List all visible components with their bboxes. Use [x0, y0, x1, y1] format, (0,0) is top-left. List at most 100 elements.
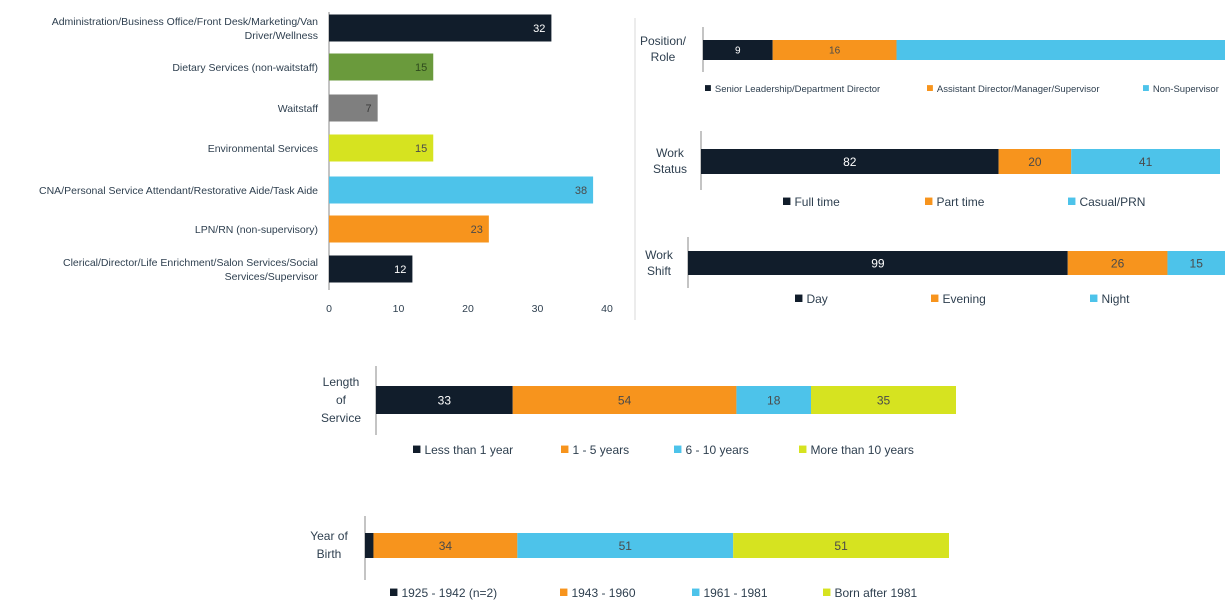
category-label: Position/ — [640, 34, 687, 48]
legend-swatch — [674, 445, 682, 453]
x-tick-label: 40 — [601, 303, 613, 315]
stacked-segment — [1071, 149, 1220, 174]
stacked-segment — [998, 149, 1072, 174]
data-label: 38 — [575, 185, 587, 197]
bar — [329, 176, 594, 204]
category-label: Shift — [647, 264, 672, 278]
category-label: of — [336, 393, 347, 407]
bar — [329, 215, 489, 243]
category-label: Clerical/Director/Life Enrichment/Salon … — [63, 257, 318, 269]
category-label: Service — [321, 411, 361, 425]
segment-label: 26 — [1111, 256, 1125, 270]
category-label: Length — [323, 375, 360, 389]
legend-label: 6 - 10 years — [685, 443, 748, 457]
legend-swatch — [1143, 85, 1149, 91]
legend-swatch — [705, 85, 711, 91]
legend-label: 1925 - 1942 (n=2) — [401, 586, 497, 600]
length-of-service-chart: 33 54 18 35 Length of Service Less than 1 year 1… — [321, 366, 956, 457]
stacked-segment — [1067, 251, 1168, 275]
legend-label: 1961 - 1981 — [703, 586, 767, 600]
segment-label: 20 — [1028, 155, 1042, 169]
segment-label: 51 — [619, 539, 633, 553]
stacked-segment — [733, 533, 949, 558]
legend-label: Assistant Director/Manager/Supervisor — [937, 84, 1100, 95]
category-label: LPN/RN (non-supervisory) — [195, 224, 318, 236]
legend-swatch — [560, 588, 568, 596]
legend-swatch — [927, 85, 933, 91]
category-label: Dietary Services (non-waitstaff) — [172, 62, 318, 74]
category-label: Work — [645, 248, 674, 262]
legend-label: Part time — [936, 195, 984, 209]
category-label: Administration/Business Office/Front Des… — [52, 16, 318, 28]
legend-swatch — [931, 294, 939, 302]
legend-label: Senior Leadership/Department Director — [715, 84, 880, 95]
x-tick-label: 20 — [462, 303, 474, 315]
legend-swatch — [692, 588, 700, 596]
legend-swatch — [1090, 294, 1098, 302]
legend-swatch — [413, 445, 421, 453]
category-label: Status — [653, 162, 687, 176]
x-tick-label: 30 — [532, 303, 544, 315]
bar — [329, 53, 434, 81]
segment-label: 51 — [834, 539, 848, 553]
segment-label: 9 — [735, 46, 741, 57]
legend-swatch — [783, 197, 791, 205]
stacked-segment — [701, 149, 999, 174]
bar — [329, 134, 434, 162]
legend-label: Full time — [794, 195, 840, 209]
segment-label: 41 — [1139, 155, 1153, 169]
legend-label: Day — [806, 292, 827, 306]
stacked-segment — [811, 386, 956, 414]
legend-label: 1943 - 1960 — [571, 586, 635, 600]
category-label: Driver/Wellness — [245, 30, 318, 42]
data-label: 15 — [415, 62, 427, 74]
legend-swatch — [799, 445, 807, 453]
legend-label: Evening — [942, 292, 985, 306]
legend-label: Less than 1 year — [424, 443, 513, 457]
legend-swatch — [390, 588, 398, 596]
segment-label: 54 — [618, 393, 632, 407]
department-chart: 32 Administration/Business Office/Front D… — [39, 12, 613, 315]
stacked-segment — [688, 251, 1068, 275]
bar — [329, 94, 378, 122]
x-tick-label: 0 — [326, 303, 332, 315]
legend-label: More than 10 years — [810, 443, 913, 457]
category-label: Year of — [310, 529, 348, 543]
stacked-segment — [376, 386, 513, 414]
segment-label: 35 — [877, 393, 891, 407]
category-label: Work — [656, 146, 685, 160]
category-label: Services/Supervisor — [225, 271, 319, 283]
legend-swatch — [1068, 197, 1076, 205]
category-label: Environmental Services — [208, 143, 318, 155]
legend-label: Casual/PRN — [1079, 195, 1145, 209]
segment-label: 82 — [843, 155, 857, 169]
data-label: 23 — [471, 224, 483, 236]
stacked-segment — [736, 386, 811, 414]
data-label: 15 — [415, 143, 427, 155]
category-label: Birth — [317, 547, 342, 561]
x-tick-label: 10 — [393, 303, 405, 315]
legend-label: Non-Supervisor — [1153, 84, 1219, 95]
stacked-segment — [1167, 251, 1225, 275]
bar — [329, 255, 413, 283]
legend-swatch — [925, 197, 933, 205]
stacked-segment — [772, 40, 897, 60]
segment-label: 99 — [871, 256, 885, 270]
segment-label: 34 — [439, 539, 453, 553]
segment-label: 33 — [438, 393, 452, 407]
legend-swatch — [561, 445, 569, 453]
segment-label: 16 — [829, 46, 841, 57]
stacked-segment — [373, 533, 518, 558]
work-shift-chart: 99 26 15 Work Shift Day Evening Night — [645, 237, 1225, 306]
legend-swatch — [823, 588, 831, 596]
category-label: CNA/Personal Service Attendant/Restorati… — [39, 185, 318, 197]
year-of-birth-chart: 34 51 51 Year of Birth 1925 - 1942 (n=2) 1943 … — [310, 516, 949, 600]
segment-label: 15 — [1190, 256, 1204, 270]
segment-label: 18 — [767, 393, 781, 407]
data-label: 7 — [366, 103, 372, 115]
legend-label: 1 - 5 years — [572, 443, 629, 457]
data-label: 12 — [394, 264, 406, 276]
